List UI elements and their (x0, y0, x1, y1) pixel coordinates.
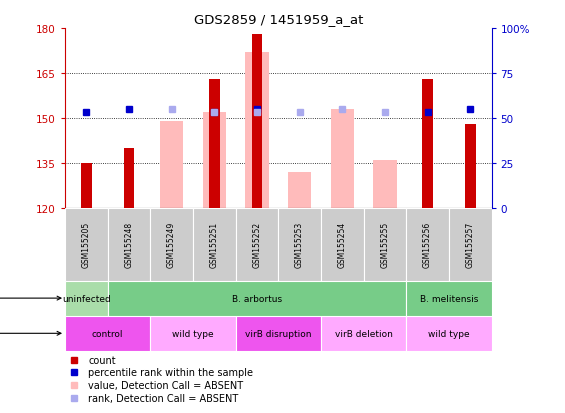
Bar (422, 80, 433, 209)
Text: rank, Detection Call = ABSENT: rank, Detection Call = ABSENT (89, 393, 238, 403)
Bar (251, 35, 262, 209)
FancyBboxPatch shape (65, 209, 107, 281)
FancyBboxPatch shape (406, 281, 492, 316)
Text: GSM155251: GSM155251 (210, 222, 219, 268)
Title: GDS2859 / 1451959_a_at: GDS2859 / 1451959_a_at (194, 13, 363, 26)
FancyBboxPatch shape (150, 209, 193, 281)
Text: GSM155249: GSM155249 (167, 222, 176, 268)
FancyBboxPatch shape (107, 209, 150, 281)
Bar (209, 80, 220, 209)
Bar (331, 110, 354, 209)
Text: GSM155256: GSM155256 (423, 222, 432, 268)
Text: count: count (89, 355, 116, 365)
Bar (373, 161, 397, 209)
FancyBboxPatch shape (321, 209, 364, 281)
FancyBboxPatch shape (65, 281, 107, 316)
Bar (124, 149, 134, 209)
FancyBboxPatch shape (107, 281, 406, 316)
FancyBboxPatch shape (193, 209, 236, 281)
Text: GSM155253: GSM155253 (295, 222, 304, 268)
Text: GSM155254: GSM155254 (338, 222, 347, 268)
FancyBboxPatch shape (236, 209, 279, 281)
Bar (465, 125, 476, 209)
Bar (288, 173, 311, 209)
FancyBboxPatch shape (406, 209, 449, 281)
Text: percentile rank within the sample: percentile rank within the sample (89, 368, 254, 377)
Text: GSM155248: GSM155248 (124, 222, 133, 268)
FancyBboxPatch shape (150, 316, 236, 351)
Text: GSM155205: GSM155205 (82, 222, 91, 268)
FancyBboxPatch shape (364, 209, 406, 281)
FancyBboxPatch shape (321, 316, 406, 351)
FancyBboxPatch shape (236, 316, 321, 351)
Text: wild type: wild type (428, 329, 470, 338)
Text: value, Detection Call = ABSENT: value, Detection Call = ABSENT (89, 380, 244, 390)
Text: B. arbortus: B. arbortus (232, 294, 282, 303)
Text: control: control (92, 329, 123, 338)
Text: GSM155252: GSM155252 (253, 222, 262, 268)
FancyBboxPatch shape (65, 316, 150, 351)
Bar (81, 164, 92, 209)
Text: GSM155257: GSM155257 (466, 222, 475, 268)
FancyBboxPatch shape (406, 316, 492, 351)
FancyBboxPatch shape (279, 209, 321, 281)
Text: virB deletion: virB deletion (334, 329, 393, 338)
Text: uninfected: uninfected (62, 294, 111, 303)
Bar (245, 53, 269, 209)
Text: wild type: wild type (172, 329, 214, 338)
Text: GSM155255: GSM155255 (380, 222, 389, 268)
Text: virB disruption: virB disruption (245, 329, 311, 338)
Text: infection: infection (0, 293, 61, 304)
Bar (160, 122, 184, 209)
Text: genotype/variation: genotype/variation (0, 328, 61, 339)
FancyBboxPatch shape (449, 209, 492, 281)
Bar (202, 113, 226, 209)
Text: B. melitensis: B. melitensis (420, 294, 478, 303)
